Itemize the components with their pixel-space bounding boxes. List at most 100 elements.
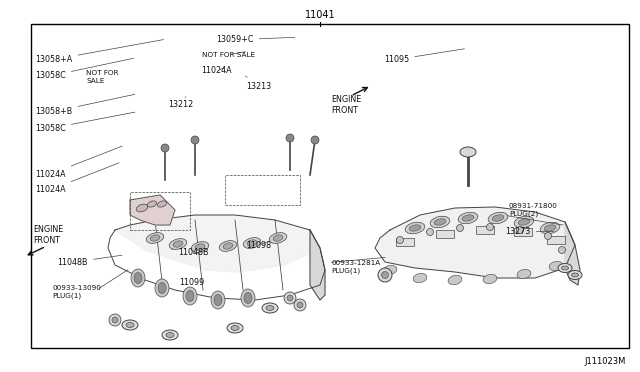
Text: NOT FOR
SALE: NOT FOR SALE	[86, 70, 119, 84]
Ellipse shape	[169, 238, 187, 249]
Text: 11099: 11099	[179, 278, 205, 287]
Ellipse shape	[409, 225, 421, 231]
Text: ENGINE
FRONT: ENGINE FRONT	[332, 95, 362, 115]
Ellipse shape	[269, 232, 287, 243]
Ellipse shape	[544, 225, 556, 231]
Ellipse shape	[227, 323, 243, 333]
Bar	[514, 228, 532, 236]
Ellipse shape	[223, 243, 233, 249]
Ellipse shape	[158, 282, 166, 294]
Text: 00933-1281A
PLUG(1): 00933-1281A PLUG(1)	[332, 260, 381, 274]
Bar	[396, 238, 414, 246]
Ellipse shape	[568, 270, 582, 279]
Ellipse shape	[131, 269, 145, 287]
Text: 11098: 11098	[246, 241, 271, 250]
Ellipse shape	[549, 262, 563, 271]
Bar	[225, 175, 300, 205]
Bar	[476, 226, 494, 234]
Polygon shape	[130, 195, 175, 225]
Circle shape	[486, 224, 493, 231]
Text: 13058+A: 13058+A	[35, 39, 164, 64]
Text: 08931-71800
PLUG(2): 08931-71800 PLUG(2)	[509, 203, 557, 217]
Bar	[436, 230, 454, 238]
Circle shape	[545, 232, 552, 240]
Circle shape	[378, 268, 392, 282]
Ellipse shape	[147, 201, 157, 207]
Ellipse shape	[488, 212, 508, 224]
Text: 13273: 13273	[506, 227, 554, 236]
Text: NOT FOR SALE: NOT FOR SALE	[202, 52, 255, 58]
Ellipse shape	[155, 279, 169, 297]
Ellipse shape	[540, 222, 560, 234]
Bar	[31, 24, 629, 348]
Circle shape	[191, 136, 199, 144]
Ellipse shape	[122, 320, 138, 330]
Circle shape	[456, 224, 463, 231]
Ellipse shape	[413, 273, 427, 283]
Ellipse shape	[166, 333, 174, 337]
Circle shape	[109, 314, 121, 326]
Ellipse shape	[518, 219, 530, 225]
Text: 13058C: 13058C	[35, 58, 134, 80]
Ellipse shape	[273, 235, 283, 241]
Text: 13058+B: 13058+B	[35, 94, 135, 116]
Ellipse shape	[558, 263, 572, 273]
Text: 11024A: 11024A	[35, 163, 119, 194]
Ellipse shape	[517, 269, 531, 279]
Ellipse shape	[126, 323, 134, 327]
Ellipse shape	[191, 242, 209, 252]
Ellipse shape	[572, 273, 579, 277]
Text: 13212: 13212	[168, 97, 193, 109]
Circle shape	[287, 295, 293, 301]
Circle shape	[284, 292, 296, 304]
Text: 11024A: 11024A	[35, 146, 122, 179]
Text: 00933-13090
PLUG(1): 00933-13090 PLUG(1)	[52, 285, 101, 299]
Text: 11048B: 11048B	[172, 248, 209, 257]
Circle shape	[286, 134, 294, 142]
Bar	[547, 236, 565, 244]
Ellipse shape	[214, 295, 222, 305]
Polygon shape	[310, 230, 325, 300]
Ellipse shape	[183, 287, 197, 305]
Text: J111023M: J111023M	[584, 357, 626, 366]
Ellipse shape	[186, 291, 194, 301]
Circle shape	[161, 144, 169, 152]
Ellipse shape	[462, 215, 474, 221]
Text: ENGINE
FRONT: ENGINE FRONT	[33, 225, 63, 245]
Ellipse shape	[247, 240, 257, 246]
Polygon shape	[115, 215, 320, 272]
Ellipse shape	[162, 330, 178, 340]
Ellipse shape	[561, 266, 568, 270]
Circle shape	[559, 247, 566, 253]
Ellipse shape	[434, 219, 446, 225]
Ellipse shape	[211, 291, 225, 309]
Ellipse shape	[231, 326, 239, 330]
Ellipse shape	[134, 273, 142, 283]
Circle shape	[516, 227, 524, 234]
Ellipse shape	[195, 244, 205, 250]
Ellipse shape	[146, 232, 164, 243]
Ellipse shape	[483, 275, 497, 283]
Text: 11041: 11041	[305, 10, 335, 20]
Text: 13213: 13213	[245, 76, 271, 91]
Circle shape	[381, 272, 388, 279]
Ellipse shape	[460, 147, 476, 157]
Ellipse shape	[448, 275, 462, 285]
Ellipse shape	[150, 235, 160, 241]
Ellipse shape	[173, 241, 183, 247]
Ellipse shape	[383, 265, 397, 275]
Ellipse shape	[430, 216, 450, 228]
Circle shape	[397, 237, 403, 244]
Ellipse shape	[458, 212, 478, 224]
Polygon shape	[565, 222, 580, 285]
Ellipse shape	[266, 305, 274, 311]
Text: 11024A: 11024A	[202, 66, 232, 75]
Text: 13058C: 13058C	[35, 112, 135, 133]
Ellipse shape	[136, 204, 148, 212]
Text: 13059+C: 13059+C	[216, 35, 295, 44]
Text: 11048B: 11048B	[58, 255, 122, 267]
Circle shape	[426, 228, 433, 235]
Circle shape	[294, 299, 306, 311]
Text: 11095: 11095	[384, 49, 465, 64]
Circle shape	[297, 302, 303, 308]
